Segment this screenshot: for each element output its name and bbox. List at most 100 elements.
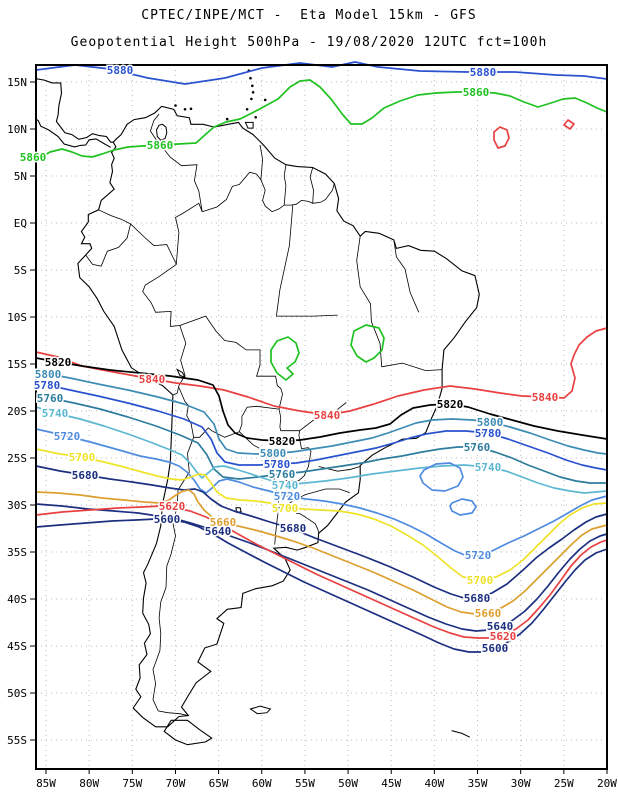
lon-label: 45W <box>381 777 401 790</box>
contour-5600 <box>35 518 608 653</box>
island-dot <box>250 97 253 101</box>
tierra-del-fuego-coastline <box>163 719 213 746</box>
contour-label-5760: 5760 <box>37 392 64 405</box>
contour-label-5640: 5640 <box>487 620 514 633</box>
map-frame-rect <box>35 64 608 770</box>
contour-5620 <box>35 505 608 639</box>
contour-5720 <box>35 428 608 557</box>
border-brazil-state-3 <box>381 362 443 372</box>
contour-label-5660: 5660 <box>210 516 237 529</box>
island-dot <box>245 108 249 111</box>
contour-label-5780: 5780 <box>264 458 291 471</box>
contour-label-5880: 5880 <box>470 66 497 79</box>
contour-label-5740: 5740 <box>272 479 299 492</box>
border-brazil-state-5 <box>276 314 338 317</box>
contour-5700 <box>35 448 608 581</box>
contour-label-5700: 5700 <box>467 574 494 587</box>
contour-label-5860: 5860 <box>20 151 47 164</box>
lat-label: 50S <box>7 687 27 700</box>
contour-5880 <box>35 61 608 85</box>
contour-label-5820: 5820 <box>45 356 72 369</box>
lon-label: 65W <box>209 777 229 790</box>
island-dot <box>183 108 187 111</box>
contour-5840 <box>35 327 608 416</box>
contour-lines <box>35 61 608 653</box>
contour-label-5740: 5740 <box>42 407 69 420</box>
lat-label: 5S <box>14 264 27 277</box>
contour-label-5640: 5640 <box>205 525 232 538</box>
lat-label: 10N <box>7 123 27 136</box>
contour-label-5840: 5840 <box>314 409 341 422</box>
lat-label: EQ <box>14 217 27 230</box>
border-colombia-venezuela <box>149 113 203 212</box>
contour-label-5660: 5660 <box>475 607 502 620</box>
island-dot <box>254 116 257 119</box>
lon-label: 50W <box>338 777 358 790</box>
lon-label: 70W <box>166 777 186 790</box>
contour-label-5780: 5780 <box>475 427 502 440</box>
border-brazil-state-2 <box>393 239 420 313</box>
contour-label-5760: 5760 <box>269 468 296 481</box>
island-dot <box>251 91 255 94</box>
contour-5840 <box>493 126 510 149</box>
contour-label-5840: 5840 <box>139 373 166 386</box>
lat-label: 55S <box>7 734 27 747</box>
contour-value-labels: 5880 5880 5860 5860 5860 5840 5840 5840 5820 5820… <box>18 63 560 657</box>
island-dot <box>251 84 254 88</box>
contour-5720 <box>449 498 477 516</box>
lat-label: 30S <box>7 499 27 512</box>
contour-label-5860: 5860 <box>463 86 490 99</box>
falkland-islands <box>249 705 272 715</box>
border-north-brazil <box>260 179 335 213</box>
lon-label: 35W <box>468 777 488 790</box>
border-bolivia-brazil <box>179 315 283 410</box>
contour-5740 <box>35 406 608 494</box>
lake-maracaibo <box>155 123 168 141</box>
lon-label: 25W <box>554 777 574 790</box>
border-venezuela-brazil <box>202 144 264 213</box>
lon-label: 75W <box>122 777 142 790</box>
geography-coastlines <box>36 69 480 746</box>
contour-label-5680: 5680 <box>72 469 99 482</box>
contour-label-5680: 5680 <box>464 592 491 605</box>
contour-5840 <box>563 119 575 130</box>
contour-label-5880: 5880 <box>107 64 134 77</box>
border-brazil-state-6 <box>299 402 347 432</box>
lon-label: 60W <box>252 777 272 790</box>
axis-labels: 85W 80W 75W 70W 65W 60W 55W 50W 45W 40W 35W 30W 25W 2… <box>7 76 617 790</box>
lon-label: 80W <box>79 777 99 790</box>
lat-label: 25S <box>7 452 27 465</box>
contour-label-5720: 5720 <box>465 549 492 562</box>
contour-label-5620: 5620 <box>159 500 186 513</box>
south-georgia-island <box>451 730 471 738</box>
contour-5780 <box>35 380 608 471</box>
contour-5640 <box>35 503 608 632</box>
map-frame <box>35 64 608 770</box>
border-peru-brazil <box>142 264 180 327</box>
lon-label: 55W <box>295 777 315 790</box>
island-dot <box>263 98 267 102</box>
border-ecuador-peru <box>85 223 131 267</box>
contour-label-5740: 5740 <box>475 461 502 474</box>
border-uruguay-brazil <box>279 505 320 534</box>
contour-5720 <box>419 462 464 492</box>
contour-label-5600: 5600 <box>154 513 181 526</box>
lat-label: 15N <box>7 76 27 89</box>
island-dot <box>225 117 229 121</box>
contour-5800 <box>35 370 608 455</box>
island-dot <box>174 104 177 107</box>
lat-label: 20S <box>7 405 27 418</box>
contour-label-5720: 5720 <box>274 490 301 503</box>
lon-label: 20W <box>597 777 617 790</box>
trinidad-island <box>244 121 254 129</box>
contour-label-5780: 5780 <box>34 379 61 392</box>
contour-label-5800: 5800 <box>477 416 504 429</box>
contour-5760 <box>35 392 608 484</box>
island-dot <box>249 76 252 80</box>
lon-label: 30W <box>511 777 531 790</box>
contour-label-5760: 5760 <box>464 441 491 454</box>
contour-label-5800: 5800 <box>260 447 287 460</box>
lake-titicaca <box>176 368 187 379</box>
contour-5680 <box>35 465 608 599</box>
